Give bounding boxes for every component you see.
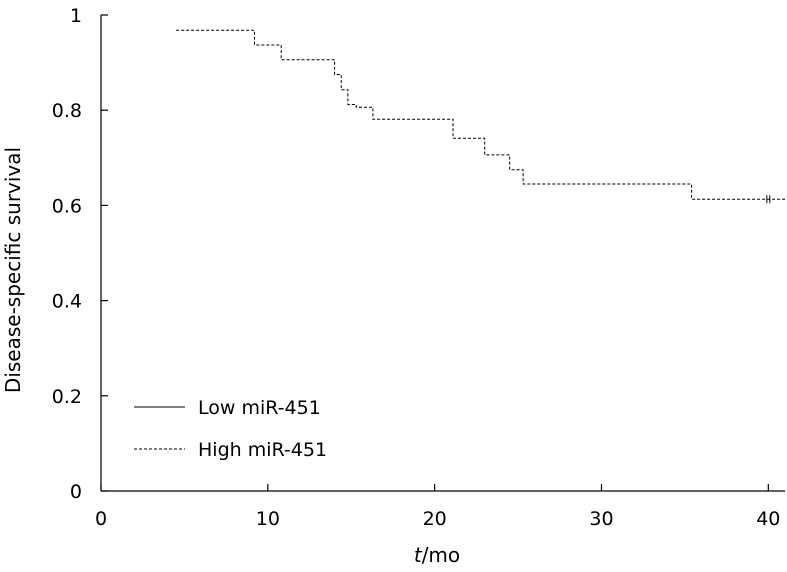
series-line-high-mir-451 <box>176 29 785 200</box>
y-tick-label: 0 <box>70 481 82 503</box>
y-tick-label: 0.4 <box>52 291 82 313</box>
x-tick-label: 0 <box>95 508 107 530</box>
y-tick-label: 0.6 <box>52 195 82 217</box>
legend: Low miR-451 High miR-451 <box>134 397 327 461</box>
ticks: 0 10 20 30 40 0 0.2 0.4 0.6 0.8 1 <box>52 5 781 530</box>
y-axis-title: Disease-specific survival <box>1 147 25 393</box>
x-axis-title: t/mo <box>414 543 460 567</box>
x-tick-label: 40 <box>756 508 780 530</box>
series-lines <box>176 29 785 204</box>
y-tick-label: 0.8 <box>52 100 82 122</box>
legend-label: Low miR-451 <box>198 397 321 419</box>
axes <box>100 15 785 492</box>
y-tick-label: 1 <box>70 5 82 27</box>
y-tick-label: 0.2 <box>52 386 82 408</box>
x-tick-label: 10 <box>256 508 280 530</box>
legend-label: High miR-451 <box>198 439 327 461</box>
x-tick-label: 30 <box>589 508 613 530</box>
x-tick-label: 20 <box>423 508 447 530</box>
